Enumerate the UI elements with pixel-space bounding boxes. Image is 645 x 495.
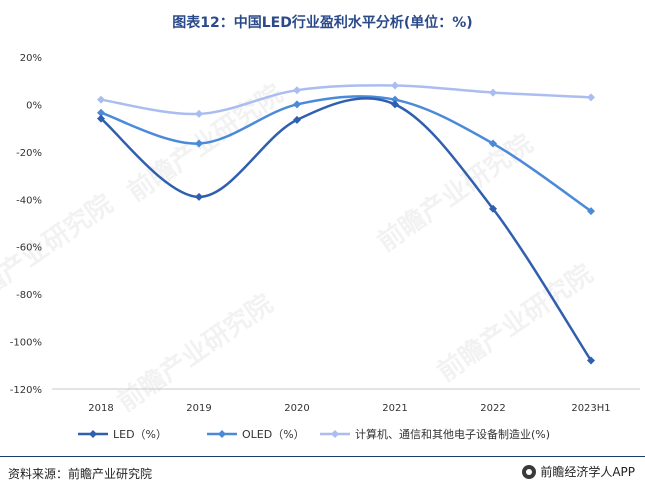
y-tick-label: 0% xyxy=(26,100,42,111)
x-tick-label: 2023H1 xyxy=(571,403,610,414)
data-point-marker xyxy=(489,139,497,148)
legend: LED（%） OLED（%） 计算机、通信和其他电子设备制造业(%) xyxy=(78,427,550,441)
y-tick-label: -100% xyxy=(10,338,42,349)
y-tick-label: 20% xyxy=(20,53,42,64)
data-point-marker xyxy=(97,95,105,104)
data-point-marker xyxy=(391,81,399,90)
x-tick-label: 2020 xyxy=(284,403,309,414)
y-tick-label: -20% xyxy=(16,148,42,159)
x-tick-label: 2022 xyxy=(480,403,505,414)
legend-label: OLED（%） xyxy=(242,428,305,441)
watermark-text: 前瞻产业研究院 xyxy=(432,258,599,388)
x-tick-label: 2021 xyxy=(382,403,407,414)
brand-name: 前瞻经济学人APP xyxy=(540,465,635,479)
data-point-marker xyxy=(391,100,399,109)
data-point-marker xyxy=(391,95,399,104)
data-point-marker xyxy=(195,192,203,201)
brand-logo-icon xyxy=(522,464,537,479)
data-point-marker xyxy=(587,93,595,102)
data-point-marker xyxy=(97,108,105,117)
data-point-marker xyxy=(293,115,301,124)
legend-label: LED（%） xyxy=(113,428,167,441)
legend-marker xyxy=(89,430,97,438)
x-tick-label: 2019 xyxy=(186,403,211,414)
y-tick-label: -120% xyxy=(10,385,42,396)
y-tick-label: -80% xyxy=(16,290,42,301)
data-point-marker xyxy=(195,109,203,118)
data-point-marker xyxy=(587,207,595,216)
series-line xyxy=(100,97,593,362)
legend-marker xyxy=(331,430,339,438)
y-tick-label: -60% xyxy=(16,243,42,254)
axes: 20% 0% -20% -40% -60% -80% -100% -120% 2018 2019 2… xyxy=(10,53,640,414)
data-point-marker xyxy=(195,139,203,148)
legend-label: 计算机、通信和其他电子设备制造业(%) xyxy=(355,427,550,441)
data-point-marker xyxy=(293,86,301,95)
data-point-marker xyxy=(489,88,497,97)
footer-divider xyxy=(0,456,645,457)
series-line xyxy=(100,95,592,213)
y-tick-label: -40% xyxy=(16,195,42,206)
series-layer xyxy=(97,81,595,365)
data-point-marker xyxy=(489,204,497,213)
legend-marker xyxy=(218,430,226,438)
x-tick-label: 2018 xyxy=(88,403,113,414)
brand-credit: 前瞻经济学人APP xyxy=(522,463,635,480)
data-point-marker xyxy=(587,356,595,365)
data-point-marker xyxy=(97,114,105,123)
series-line xyxy=(100,84,592,116)
source-note: 资料来源：前瞻产业研究院 xyxy=(8,467,153,481)
chart-title: 图表12：中国LED行业盈利水平分析(单位：%) xyxy=(172,15,473,31)
watermark-text: 前瞻产业研究院 xyxy=(112,288,279,418)
data-point-marker xyxy=(293,100,301,109)
